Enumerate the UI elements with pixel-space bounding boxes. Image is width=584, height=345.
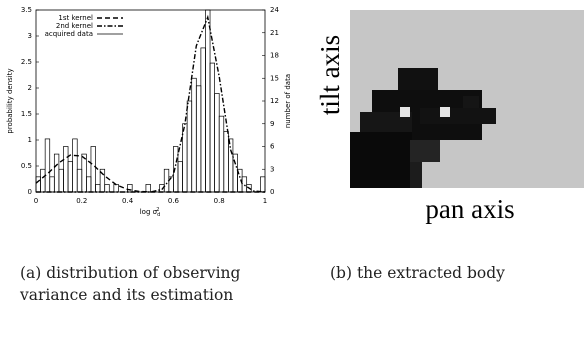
legend-label: acquired data <box>45 30 93 38</box>
histogram-bar <box>201 48 206 192</box>
y2-tick-label: 3 <box>270 165 274 173</box>
y2-tick-label: 12 <box>270 97 279 105</box>
histogram-bar <box>91 147 96 193</box>
histogram-bar <box>242 177 247 192</box>
histogram-bar <box>128 184 133 192</box>
x-label-base: log σ <box>140 208 158 216</box>
histogram-bar <box>114 184 119 192</box>
histogram-bar <box>77 169 82 192</box>
y-tick-label: 3.5 <box>21 6 32 14</box>
kernel-line <box>36 17 265 192</box>
y-axis-label: probability density <box>6 68 14 133</box>
pan-axis-label: pan axis <box>425 194 514 224</box>
histogram-bar <box>192 78 197 192</box>
x-axis-label: log σd2 <box>140 207 161 218</box>
histogram-bar <box>224 131 229 192</box>
x-tick-label: 0 <box>34 197 38 205</box>
body-image <box>350 10 584 188</box>
histogram-bar <box>187 101 192 192</box>
histogram-bar <box>86 177 91 192</box>
y2-tick-label: 18 <box>270 52 279 60</box>
histogram-bar <box>96 184 101 192</box>
histogram-bar <box>215 93 220 192</box>
histogram-bar <box>82 154 87 192</box>
histogram-bar <box>63 147 68 193</box>
y2-tick-label: 0 <box>270 188 274 196</box>
histogram-bar <box>260 177 265 192</box>
histogram-bar <box>45 139 50 192</box>
page: probability density number of data log σ… <box>0 0 584 345</box>
tilt-axis-label: tilt axis <box>315 35 345 115</box>
y-tick-label: 0 <box>28 188 32 196</box>
histogram-bar <box>105 184 110 192</box>
y2-axis-label: number of data <box>284 74 292 128</box>
y-tick-label: 3 <box>28 32 32 40</box>
y2-tick-label: 15 <box>270 74 279 82</box>
histogram-bar <box>59 169 64 192</box>
y-tick-label: 2 <box>28 84 32 92</box>
histogram-bar <box>178 162 183 192</box>
y2-tick-label: 24 <box>270 6 279 14</box>
x-tick-label: 1 <box>263 197 267 205</box>
histogram-bar <box>219 116 224 192</box>
x-tick-label: 0.2 <box>76 197 87 205</box>
histogram-bar <box>41 169 46 192</box>
x-tick-label: 0.8 <box>214 197 225 205</box>
x-tick-label: 0.4 <box>122 197 134 205</box>
caption-a: (a) distribution of observing variance a… <box>20 262 282 306</box>
y-tick-label: 1 <box>28 136 32 144</box>
histogram-bar <box>210 63 215 192</box>
legend-label: 2nd kernel <box>56 22 93 30</box>
histogram-bar <box>54 154 59 192</box>
y2-tick-label: 21 <box>270 29 279 37</box>
legend-label: 1st kernel <box>58 14 93 22</box>
histogram-bar <box>146 184 151 192</box>
histogram-bar <box>50 177 55 192</box>
histogram-bar <box>36 177 41 192</box>
caption-b: (b) the extracted body <box>330 262 570 284</box>
histogram-bar <box>205 10 210 192</box>
histogram-bar <box>73 139 78 192</box>
y-tick-label: 2.5 <box>21 58 32 66</box>
y2-tick-label: 6 <box>270 143 275 151</box>
x-tick-label: 0.6 <box>168 197 180 205</box>
y2-tick-label: 9 <box>270 120 274 128</box>
x-label-sup: 2 <box>156 207 159 213</box>
histogram-bar <box>68 162 73 192</box>
y-tick-label: 1.5 <box>21 110 32 118</box>
y-tick-label: 0.5 <box>21 162 32 170</box>
histogram-bar <box>196 86 201 192</box>
